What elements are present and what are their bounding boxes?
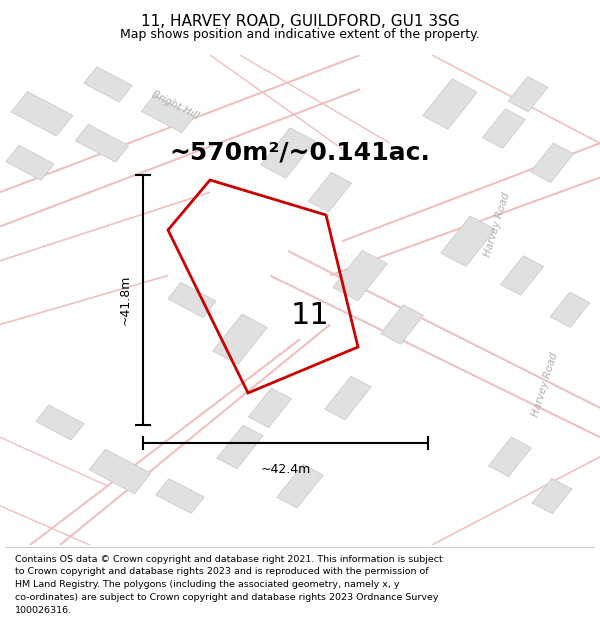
- Polygon shape: [261, 128, 315, 178]
- Polygon shape: [532, 478, 572, 514]
- Polygon shape: [277, 464, 323, 508]
- Text: Harvey Road: Harvey Road: [482, 191, 512, 259]
- Polygon shape: [11, 91, 73, 136]
- Polygon shape: [6, 145, 54, 181]
- Text: 11, HARVEY ROAD, GUILDFORD, GU1 3SG: 11, HARVEY ROAD, GUILDFORD, GU1 3SG: [140, 14, 460, 29]
- Polygon shape: [217, 425, 263, 469]
- Text: Bright Hill: Bright Hill: [150, 89, 200, 121]
- Polygon shape: [89, 449, 151, 494]
- Polygon shape: [84, 67, 132, 102]
- Polygon shape: [156, 479, 204, 514]
- Polygon shape: [550, 292, 590, 328]
- Text: ~41.8m: ~41.8m: [119, 275, 131, 325]
- Polygon shape: [168, 282, 216, 318]
- Polygon shape: [482, 109, 526, 148]
- Polygon shape: [325, 376, 371, 420]
- Polygon shape: [488, 437, 532, 476]
- Text: 11: 11: [290, 301, 329, 329]
- Polygon shape: [308, 173, 352, 212]
- Text: ~570m²/~0.141ac.: ~570m²/~0.141ac.: [170, 141, 430, 165]
- Text: ~42.4m: ~42.4m: [260, 462, 311, 476]
- Text: Contains OS data © Crown copyright and database right 2021. This information is : Contains OS data © Crown copyright and d…: [15, 554, 443, 615]
- Polygon shape: [333, 251, 387, 301]
- Text: Map shows position and indicative extent of the property.: Map shows position and indicative extent…: [120, 28, 480, 41]
- Polygon shape: [500, 256, 544, 295]
- Polygon shape: [36, 405, 84, 440]
- Polygon shape: [76, 124, 128, 162]
- Polygon shape: [142, 95, 194, 132]
- Polygon shape: [423, 79, 477, 129]
- Polygon shape: [508, 76, 548, 112]
- Polygon shape: [213, 314, 267, 364]
- Polygon shape: [530, 143, 574, 182]
- Polygon shape: [441, 216, 495, 266]
- Polygon shape: [248, 388, 292, 428]
- Polygon shape: [380, 305, 424, 344]
- Text: Harvey Road: Harvey Road: [530, 351, 560, 419]
